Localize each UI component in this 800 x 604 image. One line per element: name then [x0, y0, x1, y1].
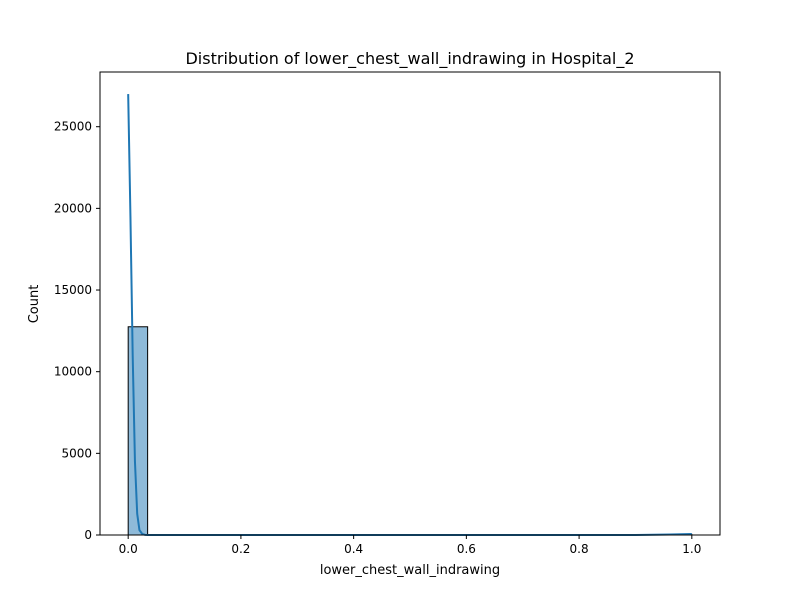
x-tick-label: 1.0 [682, 542, 701, 556]
bars-layer [127, 326, 693, 536]
y-axis-label: Count [27, 285, 42, 324]
x-tick-label: 0.8 [570, 542, 589, 556]
x-tick-label: 0.4 [344, 542, 363, 556]
y-tick-label: 0 [84, 528, 92, 542]
y-tick-label: 25000 [54, 120, 92, 134]
histogram-bar-0 [127, 326, 149, 536]
chart-title: Distribution of lower_chest_wall_indrawi… [185, 49, 634, 69]
kde-line [127, 94, 692, 536]
kde-layer [127, 94, 692, 536]
plot-frame [99, 71, 721, 536]
x-axis-label: lower_chest_wall_indrawing [320, 563, 500, 578]
x-tick-label: 0.0 [119, 542, 138, 556]
y-tick-label: 15000 [54, 283, 92, 297]
y-tick-label: 20000 [54, 201, 92, 215]
ticks-layer: 0.0 0.2 0.4 0.6 0.8 1.0 0 5000 10000 15000 20000 25… [54, 120, 702, 556]
y-tick-label: 10000 [54, 365, 92, 379]
x-tick-label: 0.6 [457, 542, 476, 556]
x-tick-label: 0.2 [231, 542, 250, 556]
y-tick-label: 5000 [61, 446, 92, 460]
